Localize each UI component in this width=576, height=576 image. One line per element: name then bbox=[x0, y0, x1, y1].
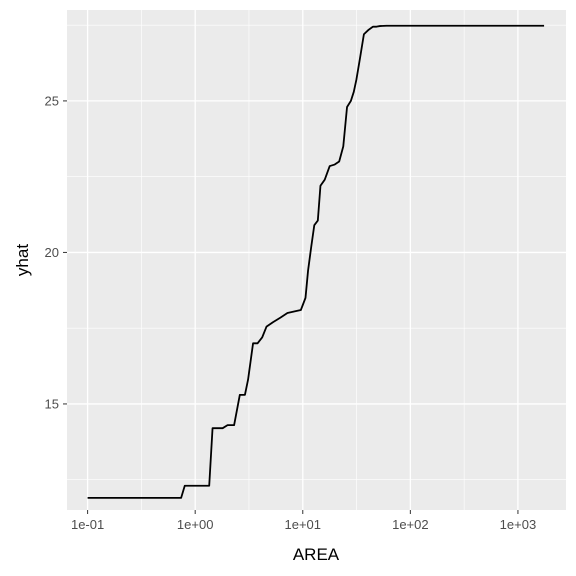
x-tick-label: 1e-01 bbox=[71, 517, 104, 532]
major-gridlines bbox=[67, 10, 566, 510]
series-layer bbox=[87, 24, 545, 499]
x-tick-label: 1e+00 bbox=[177, 517, 214, 532]
minor-gridlines bbox=[67, 10, 566, 510]
x-tick-label: 1e+03 bbox=[500, 517, 537, 532]
x-axis-title: AREA bbox=[293, 545, 340, 564]
y-axis-title: yhat bbox=[13, 244, 32, 276]
y-tick-label: 25 bbox=[45, 93, 59, 108]
y-tick-label: 15 bbox=[45, 396, 59, 411]
y-tick-label: 20 bbox=[45, 245, 59, 260]
axes-layer: 1e-01 1e+00 1e+01 1e+02 1e+03 15 20 25 bbox=[45, 93, 537, 532]
x-tick-label: 1e+02 bbox=[392, 517, 429, 532]
x-tick-label: 1e+01 bbox=[285, 517, 322, 532]
plot-panel bbox=[67, 10, 566, 510]
series-line bbox=[87, 24, 545, 499]
